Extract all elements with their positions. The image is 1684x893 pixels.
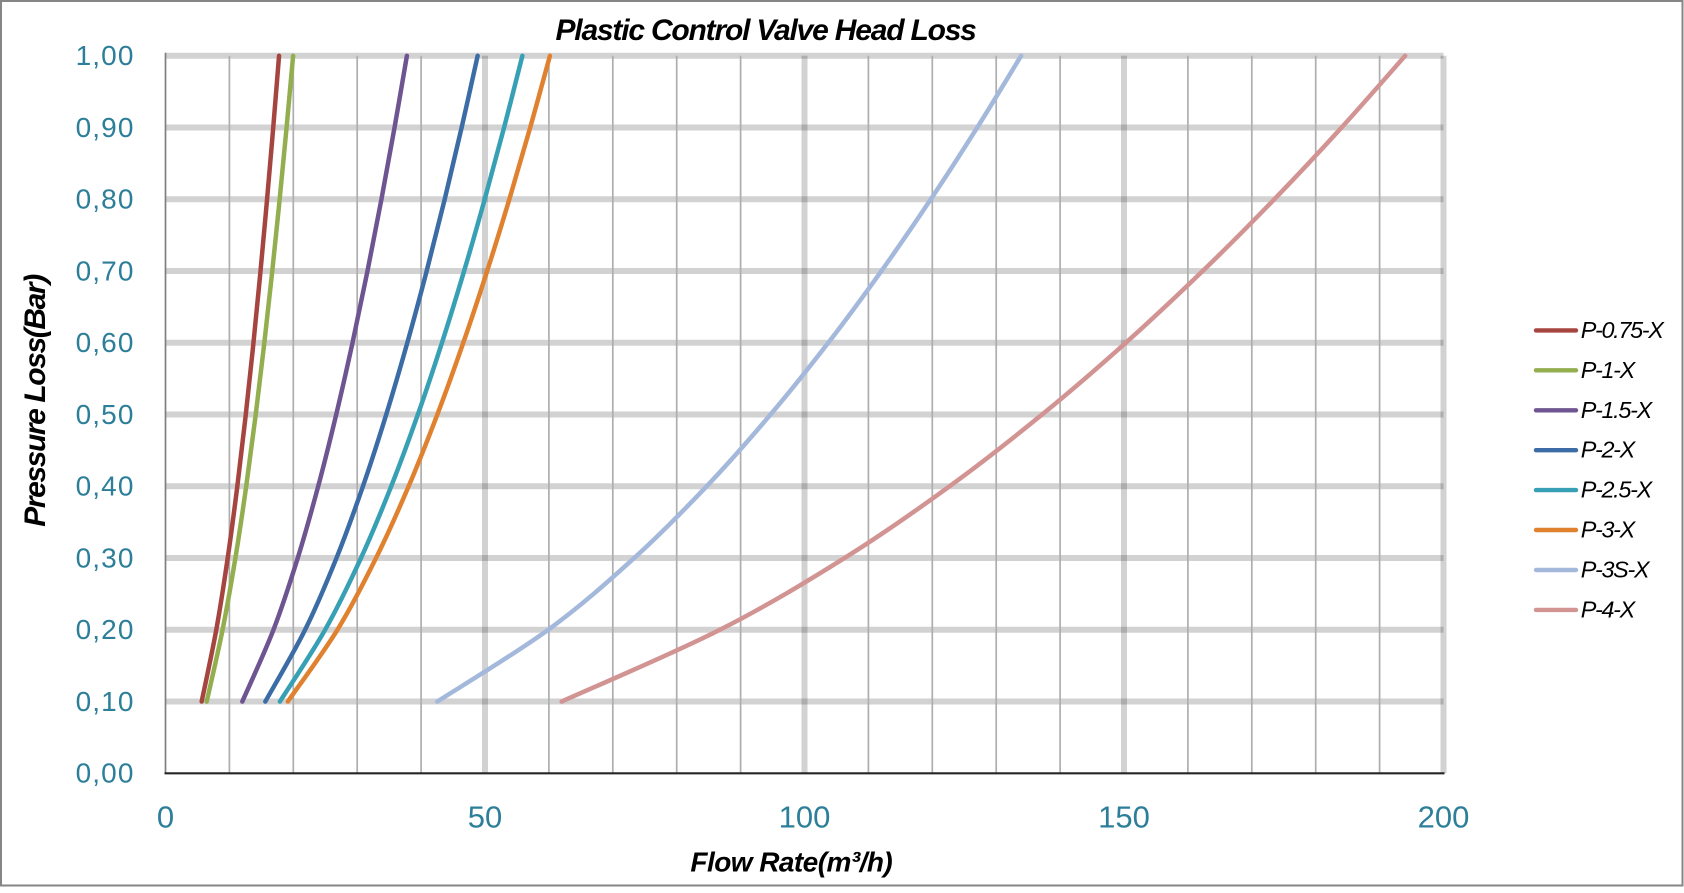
svg-text:P-4-X: P-4-X bbox=[1581, 596, 1637, 622]
svg-text:100: 100 bbox=[779, 799, 831, 834]
svg-text:0,70: 0,70 bbox=[76, 255, 135, 286]
svg-text:0,30: 0,30 bbox=[76, 542, 135, 573]
svg-text:50: 50 bbox=[468, 799, 502, 834]
svg-text:0,80: 0,80 bbox=[76, 184, 135, 215]
svg-text:P-1.5-X: P-1.5-X bbox=[1581, 397, 1654, 423]
svg-text:0,00: 0,00 bbox=[76, 758, 135, 789]
svg-text:1,00: 1,00 bbox=[76, 40, 135, 71]
svg-text:P-2.5-X: P-2.5-X bbox=[1581, 477, 1654, 503]
svg-text:P-2-X: P-2-X bbox=[1581, 437, 1637, 463]
svg-text:0,90: 0,90 bbox=[76, 112, 135, 143]
svg-text:P-3S-X: P-3S-X bbox=[1581, 557, 1651, 583]
svg-text:0,20: 0,20 bbox=[76, 614, 135, 645]
svg-text:Flow Rate(m³/h): Flow Rate(m³/h) bbox=[690, 847, 892, 878]
svg-text:0,10: 0,10 bbox=[76, 686, 135, 717]
svg-text:P-0.75-X: P-0.75-X bbox=[1581, 317, 1666, 343]
svg-text:P-1-X: P-1-X bbox=[1581, 357, 1637, 383]
svg-text:0,50: 0,50 bbox=[76, 399, 135, 430]
svg-text:0,60: 0,60 bbox=[76, 327, 135, 358]
svg-text:0: 0 bbox=[157, 799, 174, 834]
svg-text:150: 150 bbox=[1098, 799, 1150, 834]
svg-text:Plastic Control Valve Head Los: Plastic Control Valve Head Loss bbox=[556, 14, 977, 47]
svg-text:0,40: 0,40 bbox=[76, 471, 135, 502]
svg-text:200: 200 bbox=[1418, 799, 1470, 834]
svg-text:Pressure Loss(Bar): Pressure Loss(Bar) bbox=[19, 274, 52, 527]
svg-text:P-3-X: P-3-X bbox=[1581, 517, 1637, 543]
